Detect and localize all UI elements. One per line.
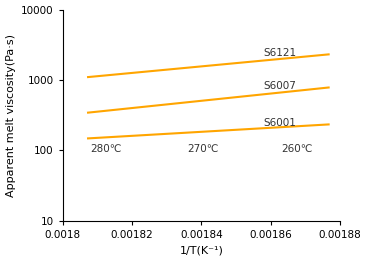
X-axis label: 1/T(K⁻¹): 1/T(K⁻¹) <box>179 245 224 256</box>
Text: S6007: S6007 <box>264 81 297 91</box>
Text: 260℃: 260℃ <box>281 144 313 154</box>
Text: S6121: S6121 <box>264 48 297 58</box>
Text: S6001: S6001 <box>264 118 297 128</box>
Text: 280℃: 280℃ <box>91 144 122 154</box>
Text: 270℃: 270℃ <box>188 144 219 154</box>
Y-axis label: Apparent melt viscosity(Pa·s): Apparent melt viscosity(Pa·s) <box>6 34 15 197</box>
